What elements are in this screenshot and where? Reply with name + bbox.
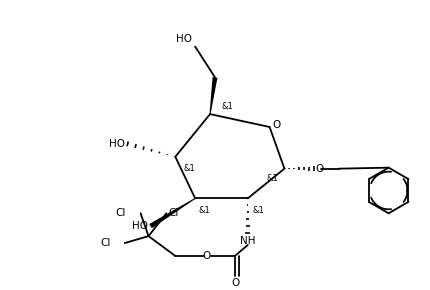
Text: &1: &1 — [183, 164, 194, 173]
Text: &1: &1 — [198, 206, 209, 215]
Text: &1: &1 — [252, 206, 264, 215]
Polygon shape — [149, 198, 195, 228]
Text: O: O — [314, 164, 322, 174]
Text: O: O — [203, 251, 211, 261]
Text: Cl: Cl — [100, 238, 111, 248]
Text: HO: HO — [108, 139, 124, 149]
Text: HO: HO — [176, 34, 192, 44]
Text: O: O — [272, 120, 280, 130]
Text: HO: HO — [131, 221, 147, 231]
Text: &1: &1 — [221, 102, 233, 111]
Text: O: O — [231, 278, 240, 288]
Polygon shape — [209, 77, 217, 114]
Text: &1: &1 — [266, 174, 278, 183]
Text: Cl: Cl — [168, 208, 178, 218]
Text: NH: NH — [240, 236, 255, 246]
Text: Cl: Cl — [115, 208, 126, 218]
